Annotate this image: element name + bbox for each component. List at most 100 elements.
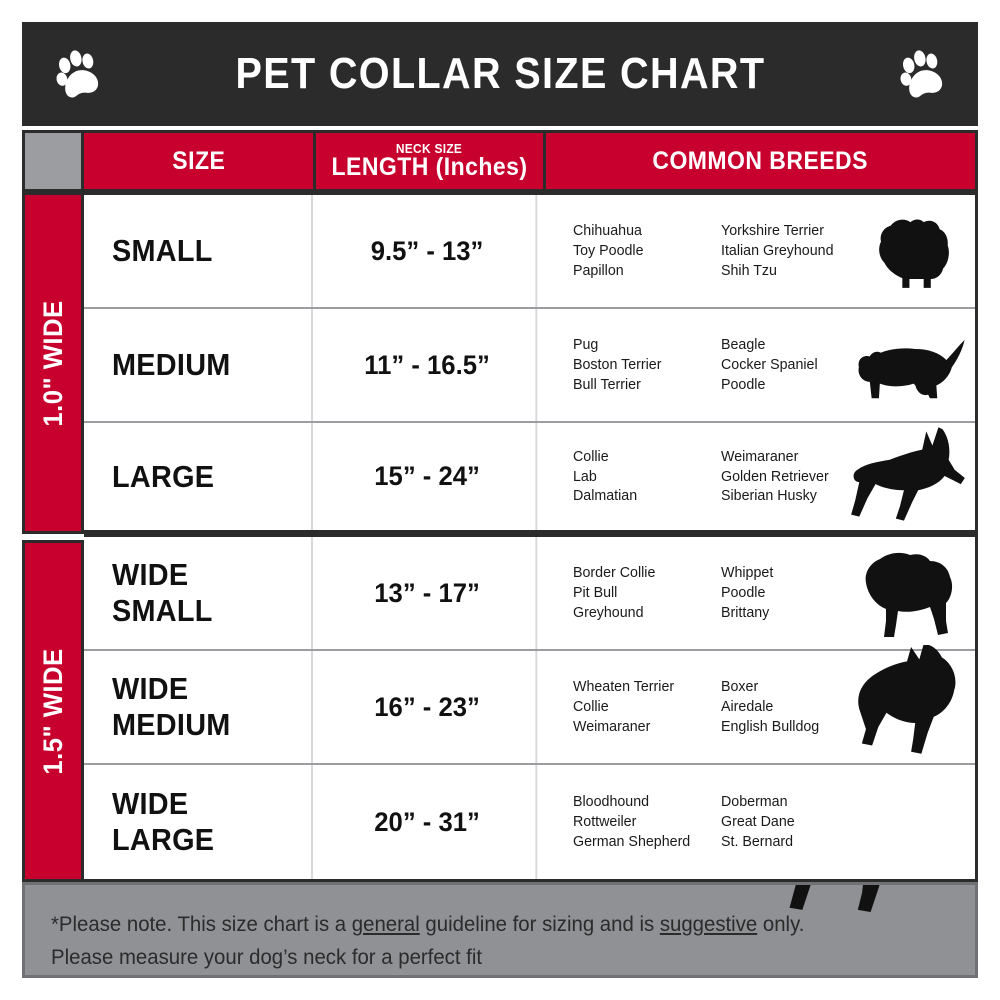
breed-item: Pit Bull	[573, 584, 618, 602]
breed-item: Weimaraner	[721, 447, 799, 465]
row-size-label: WIDE	[112, 671, 189, 707]
breeds-column-2: Doberman Great Dane St. Bernard	[721, 792, 864, 851]
breeds-column-1: Border Collie Pit Bull Greyhound	[573, 563, 714, 622]
breed-item: Shih Tzu	[721, 261, 777, 279]
footer-text-c: only.	[757, 913, 805, 936]
footer-text-b: guideline for sizing and is	[419, 913, 660, 936]
breed-item: Boston Terrier	[573, 356, 662, 374]
row-breeds-cell: Border Collie Pit Bull Greyhound Whippet…	[543, 537, 975, 649]
row-breeds-cell: Bloodhound Rottweiler German Shepherd Do…	[543, 765, 975, 879]
breed-item: Wheaten Terrier	[573, 678, 675, 696]
breed-item: Weimaraner	[573, 717, 651, 735]
breed-item: Poodle	[721, 584, 766, 602]
breed-item: English Bulldog	[721, 717, 820, 735]
row-length-cell: 16” - 23”	[319, 651, 538, 763]
column-header-length-sublabel: NECK SIZE	[396, 140, 463, 156]
page-title: PET COLLAR SIZE CHART	[235, 49, 765, 98]
breed-item: Papillon	[573, 261, 624, 279]
breed-item: Poodle	[721, 375, 766, 393]
footer-text-a: *Please note. This size chart is a	[51, 913, 352, 936]
small-fluffy-dog-silhouette	[879, 219, 949, 288]
row-size-cell: WIDE LARGE	[84, 765, 313, 879]
breeds-column-1: Wheaten Terrier Collie Weimaraner	[573, 677, 714, 736]
beagle-dog-silhouette	[858, 339, 965, 399]
row-length-cell: 9.5” - 13”	[319, 195, 538, 307]
row-size-cell: WIDE SMALL	[84, 537, 313, 649]
table-body: 1.0" WIDE 1.5" WIDE SMALL 9.5” - 13” Chi…	[22, 192, 978, 882]
row-breeds-cell: Wheaten Terrier Collie Weimaraner Boxer …	[543, 645, 975, 763]
row-length-cell: 13” - 17”	[319, 537, 538, 649]
breed-item: Rottweiler	[573, 813, 637, 831]
breed-item: Border Collie	[573, 564, 656, 582]
breeds-column-2: Whippet Poodle Brittany	[721, 563, 864, 622]
breed-item: St. Bernard	[721, 832, 794, 850]
table-row: MEDIUM 11” - 16.5” Pug Boston Terrier Bu…	[84, 309, 975, 423]
row-size-label: WIDE	[112, 786, 189, 822]
row-size-cell: SMALL	[84, 195, 313, 307]
paw-print-icon	[900, 50, 943, 98]
table-row: LARGE 15” - 24” Collie Lab Dalmatian Wei…	[84, 423, 975, 537]
row-length-cell: 20” - 31”	[319, 765, 538, 879]
column-header-size: SIZE	[84, 130, 316, 192]
width-group-label: 1.0" WIDE	[37, 299, 68, 427]
breeds-column-1: Bloodhound Rottweiler German Shepherd	[573, 792, 714, 851]
corner-cell	[22, 130, 84, 192]
row-size-cell: MEDIUM	[84, 309, 313, 421]
size-rows-container: SMALL 9.5” - 13” Chihuahua Toy Poodle Pa…	[84, 192, 978, 882]
footer-note-line-2: Please measure your dog’s neck for a per…	[51, 945, 483, 969]
breed-item: Airedale	[721, 698, 774, 716]
column-header-size-label: SIZE	[172, 146, 225, 175]
breeds-column-2: Yorkshire Terrier Italian Greyhound Shih…	[721, 221, 864, 280]
breed-item: Dalmatian	[573, 487, 638, 505]
breed-item: Cocker Spaniel	[721, 356, 818, 374]
breed-item: Brittany	[721, 603, 770, 621]
breed-item: Toy Poodle	[573, 242, 644, 260]
row-breeds-cell: Chihuahua Toy Poodle Papillon Yorkshire …	[543, 195, 975, 307]
breed-item: Collie	[573, 698, 609, 716]
table-row: WIDE MEDIUM 16” - 23” Wheaten Terrier Co…	[84, 645, 975, 765]
column-header-length: NECK SIZE LENGTH (Inches)	[316, 130, 546, 192]
breed-item: Yorkshire Terrier	[721, 222, 824, 240]
table-column-headers: SIZE NECK SIZE LENGTH (Inches) COMMON BR…	[22, 130, 978, 192]
breed-item: Siberian Husky	[721, 487, 817, 505]
breed-item: German Shepherd	[573, 832, 691, 850]
breed-item: Beagle	[721, 336, 766, 354]
breed-item: Collie	[573, 447, 609, 465]
chart-header-banner: PET COLLAR SIZE CHART	[22, 22, 978, 126]
column-header-length-label: LENGTH (Inches)	[331, 152, 528, 181]
breed-item: Chihuahua	[573, 222, 642, 240]
breed-item: Bloodhound	[573, 793, 650, 811]
width-group-label: 1.5" WIDE	[37, 647, 68, 775]
paw-print-icon	[56, 50, 99, 98]
row-size-label: LARGE	[112, 458, 215, 494]
breed-item: Lab	[573, 467, 597, 485]
row-size-label: MEDIUM	[112, 707, 231, 742]
row-breeds-cell: Pug Boston Terrier Bull Terrier Beagle C…	[543, 309, 975, 421]
row-size-label: LARGE	[112, 822, 215, 857]
breed-item: Bull Terrier	[573, 375, 641, 393]
row-size-label: MEDIUM	[112, 347, 231, 383]
breeds-column-2: Beagle Cocker Spaniel Poodle	[721, 335, 864, 394]
pet-collar-size-chart: PET COLLAR SIZE CHART SIZE NECK SIZE LEN…	[22, 22, 978, 978]
footer-underline-suggestive: suggestive	[659, 913, 758, 936]
table-row: WIDE LARGE 20” - 31” Bloodhound Rottweil…	[84, 765, 975, 879]
row-length-cell: 11” - 16.5”	[319, 309, 538, 421]
column-header-breeds: COMMON BREEDS	[546, 130, 978, 192]
breed-item: Greyhound	[573, 603, 644, 621]
breeds-column-1: Collie Lab Dalmatian	[573, 447, 714, 506]
row-size-label: SMALL	[112, 233, 213, 269]
row-size-label: WIDE	[112, 557, 189, 593]
table-row: WIDE SMALL 13” - 17” Border Collie Pit B…	[84, 537, 975, 651]
footer-note: *Please note. This size chart is a gener…	[22, 882, 978, 978]
breeds-column-1: Pug Boston Terrier Bull Terrier	[573, 335, 714, 394]
breed-item: Italian Greyhound	[721, 242, 834, 260]
footer-underline-general: general	[351, 913, 420, 936]
row-length-cell: 15” - 24”	[319, 423, 538, 530]
breeds-column-2: Weimaraner Golden Retriever Siberian Hus…	[721, 447, 864, 506]
breed-item: Pug	[573, 336, 599, 354]
breed-item: Golden Retriever	[721, 467, 829, 485]
row-breeds-cell: Collie Lab Dalmatian Weimaraner Golden R…	[543, 423, 975, 530]
breed-item: Whippet	[721, 564, 774, 582]
footer-note-line-1: *Please note. This size chart is a gener…	[51, 909, 922, 942]
width-group-1-0-inch: 1.0" WIDE	[22, 192, 84, 534]
